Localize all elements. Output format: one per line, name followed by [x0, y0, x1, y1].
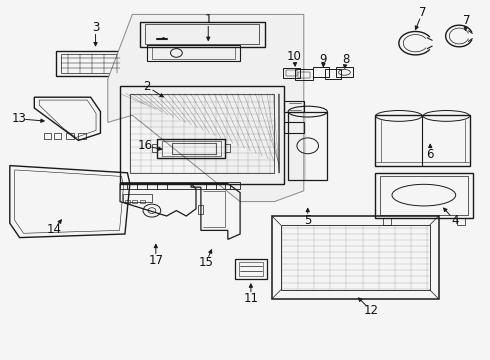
Text: 10: 10 — [287, 50, 302, 63]
Text: 7: 7 — [463, 14, 470, 27]
Text: 8: 8 — [342, 53, 349, 66]
Text: 7: 7 — [418, 6, 426, 19]
Text: 16: 16 — [138, 139, 152, 152]
Text: 6: 6 — [426, 148, 434, 161]
Text: 9: 9 — [319, 53, 327, 66]
Text: 12: 12 — [364, 304, 378, 317]
Text: 4: 4 — [451, 214, 459, 227]
Text: 3: 3 — [92, 21, 99, 34]
Text: 5: 5 — [304, 214, 312, 227]
Text: 2: 2 — [143, 80, 151, 93]
Text: 17: 17 — [148, 254, 163, 267]
Text: 1: 1 — [204, 13, 212, 26]
Text: 14: 14 — [47, 223, 61, 236]
Text: 11: 11 — [244, 292, 258, 305]
Polygon shape — [108, 14, 304, 202]
Text: 15: 15 — [198, 256, 213, 269]
Text: 13: 13 — [11, 112, 26, 125]
